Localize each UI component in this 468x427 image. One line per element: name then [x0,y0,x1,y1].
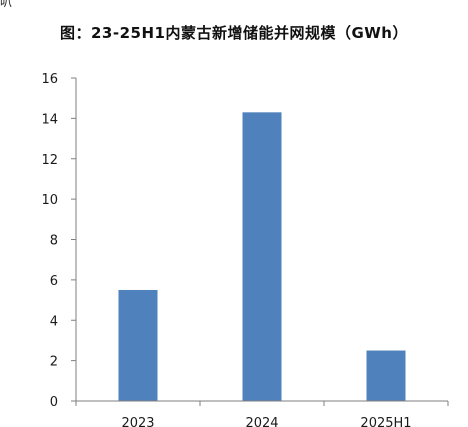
y-tick-label: 2 [50,355,58,370]
y-tick-label: 12 [41,153,58,168]
y-tick-label: 0 [50,395,58,410]
cropped-top-text: 叭 [0,0,13,9]
y-tick-label: 4 [50,314,58,329]
bar-2024 [242,112,282,401]
x-axis-ticks: 2023 2024 2025H1 [75,401,449,427]
y-tick-label: 16 [41,72,58,87]
y-axis-ticks: 0 2 4 6 8 10 12 14 16 [41,72,76,410]
y-tick-label: 8 [50,234,58,249]
bars [118,112,406,401]
bar-2023 [118,289,158,401]
chart-title: 图：23-25H1内蒙古新增储能并网规模（GWh） [59,24,408,42]
x-tick-label: 2025H1 [360,416,411,427]
bar-2025H1 [366,350,406,401]
y-tick-label: 10 [41,193,58,208]
y-tick-label: 6 [50,274,58,289]
x-tick-label: 2023 [121,416,154,427]
y-tick-label: 14 [41,112,58,127]
x-tick-label: 2024 [245,416,278,427]
